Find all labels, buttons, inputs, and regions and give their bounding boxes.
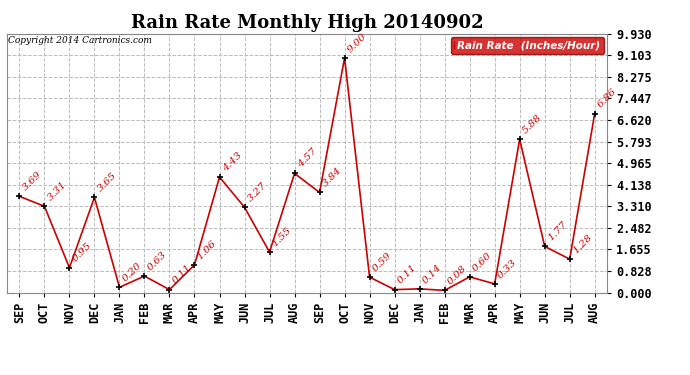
Text: 0.11: 0.11: [396, 263, 419, 286]
Text: 0.59: 0.59: [371, 251, 393, 273]
Text: 0.60: 0.60: [471, 250, 493, 273]
Text: 1.28: 1.28: [571, 232, 593, 255]
Text: Copyright 2014 Cartronics.com: Copyright 2014 Cartronics.com: [8, 36, 151, 45]
Text: 0.11: 0.11: [170, 263, 193, 286]
Text: 9.00: 9.00: [346, 32, 368, 54]
Text: 1.06: 1.06: [196, 238, 219, 261]
Text: 0.20: 0.20: [121, 261, 144, 284]
Text: 5.88: 5.88: [521, 112, 544, 135]
Text: 3.27: 3.27: [246, 181, 268, 203]
Text: 6.86: 6.86: [596, 87, 619, 110]
Text: 3.65: 3.65: [96, 171, 119, 194]
Text: 3.31: 3.31: [46, 180, 68, 203]
Text: 4.57: 4.57: [296, 147, 319, 170]
Text: 1.77: 1.77: [546, 220, 569, 243]
Text: 0.08: 0.08: [446, 264, 469, 286]
Text: 1.55: 1.55: [270, 225, 293, 248]
Legend: Rain Rate  (Inches/Hour): Rain Rate (Inches/Hour): [451, 37, 604, 54]
Text: 4.43: 4.43: [221, 150, 244, 173]
Title: Rain Rate Monthly High 20140902: Rain Rate Monthly High 20140902: [130, 14, 484, 32]
Text: 3.69: 3.69: [21, 170, 43, 192]
Text: 0.63: 0.63: [146, 249, 168, 272]
Text: 0.95: 0.95: [70, 241, 93, 264]
Text: 3.84: 3.84: [321, 166, 344, 189]
Text: 0.14: 0.14: [421, 262, 444, 285]
Text: 0.33: 0.33: [496, 257, 519, 280]
